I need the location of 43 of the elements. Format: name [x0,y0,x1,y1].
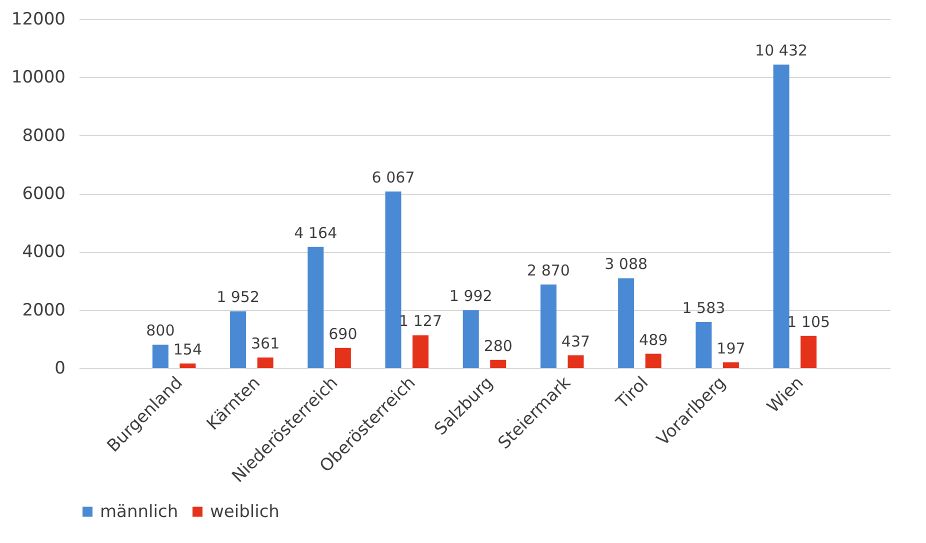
bar [490,360,506,368]
data-label: 800 [146,322,175,340]
bar [180,364,196,368]
y-tick-label: 10000 [11,68,66,88]
bar [696,322,712,368]
data-label: 3 088 [604,255,648,274]
bar [257,358,274,368]
y-tick-label: 4000 [22,242,66,262]
bar [385,192,402,368]
y-tick-label: 0 [54,358,66,378]
data-label: 6 067 [372,168,415,187]
data-label: 690 [328,324,358,343]
y-tick-label: 2000 [22,300,66,320]
data-label: 1 583 [682,298,726,317]
data-label: 1 952 [216,288,260,306]
bar [230,311,246,368]
data-label: 437 [561,332,590,350]
data-label: 4 164 [294,224,338,242]
bar [773,64,790,368]
bar [308,246,324,368]
bar [618,278,634,368]
data-label: 197 [716,339,746,358]
data-label: 1 992 [449,287,492,306]
bar [800,336,817,368]
y-tick-label: 12000 [11,10,66,30]
y-tick-label: 6000 [22,184,66,204]
bar [334,348,351,368]
data-label: 361 [250,334,280,352]
legend-label: männlich [100,502,178,522]
y-tick-label: 8000 [22,126,66,146]
data-label: 2 870 [526,262,570,280]
bar [152,344,168,368]
bar [462,310,479,368]
data-label: 10 432 [755,42,808,60]
data-label: 489 [639,330,668,349]
bar [645,354,662,368]
data-label: 154 [173,340,202,359]
bar [722,362,739,368]
bar [568,355,584,368]
data-label: 280 [484,336,512,355]
legend-label: weiblich [210,502,280,522]
bar [412,335,429,368]
bar [540,284,556,368]
